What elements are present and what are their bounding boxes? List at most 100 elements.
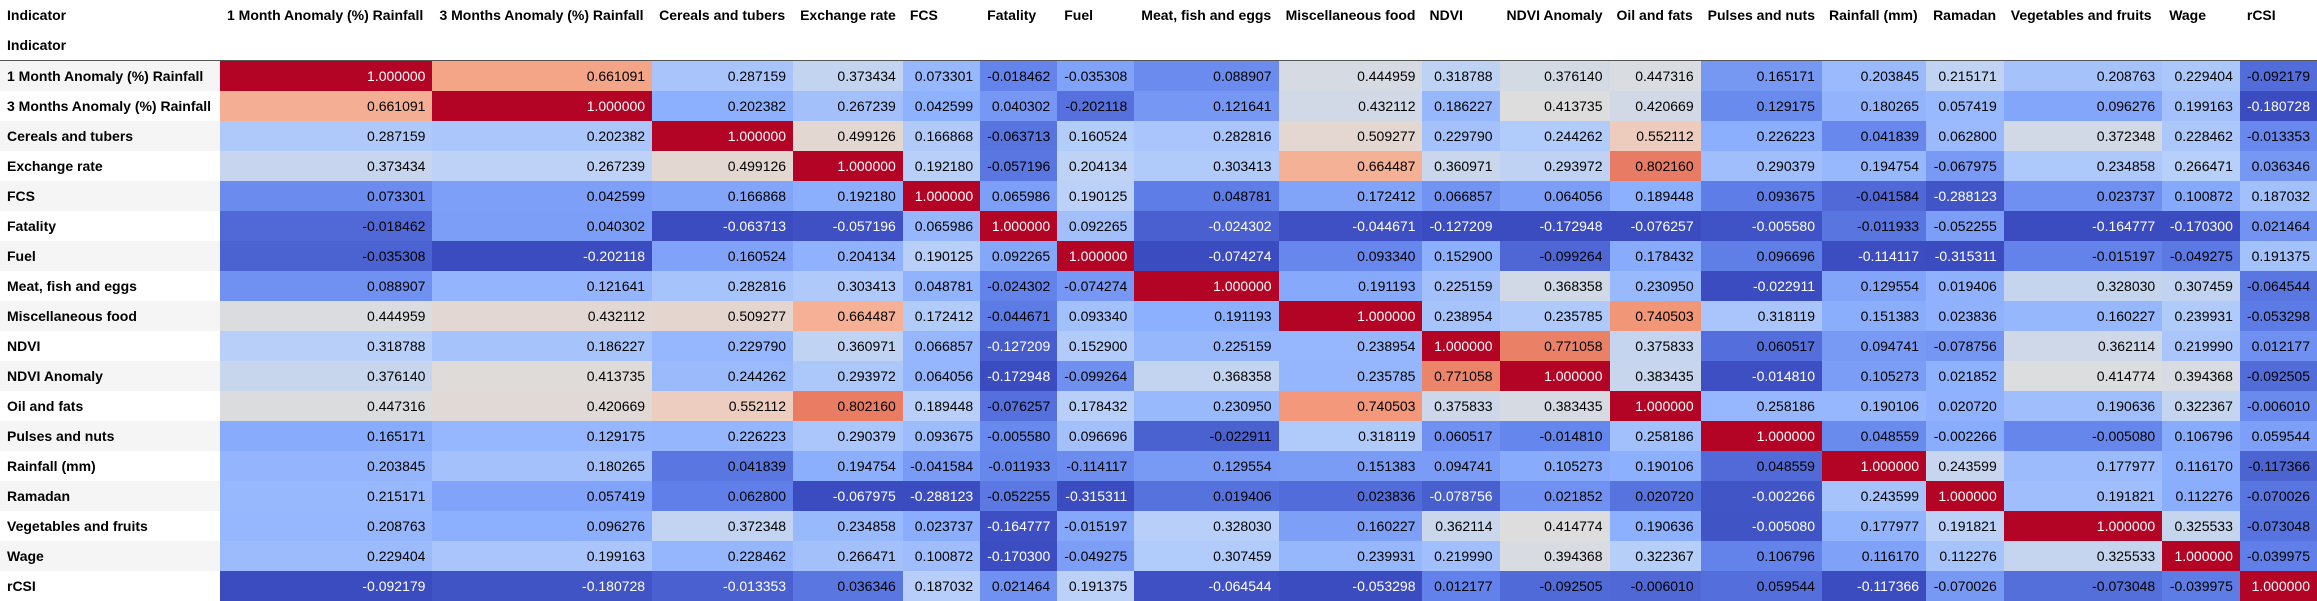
table-cell: 0.064056 xyxy=(1500,181,1610,211)
table-cell: 0.239931 xyxy=(2162,301,2240,331)
table-cell: 0.187032 xyxy=(903,571,980,601)
table-cell: 0.267239 xyxy=(793,91,903,121)
table-cell: 0.172412 xyxy=(1279,181,1423,211)
column-header: Fuel xyxy=(1057,0,1134,30)
table-cell: 0.432112 xyxy=(432,301,652,331)
table-cell: -0.035308 xyxy=(1057,61,1134,92)
table-cell: 0.042599 xyxy=(903,91,980,121)
table-cell: 0.362114 xyxy=(1422,511,1499,541)
column-header: Rainfall (mm) xyxy=(1822,0,1926,30)
column-header: NDVI xyxy=(1422,0,1499,30)
table-cell: 0.021464 xyxy=(980,571,1057,601)
table-cell: 0.376140 xyxy=(220,361,432,391)
table-cell: 0.093675 xyxy=(1701,181,1822,211)
table-cell: 0.413735 xyxy=(1500,91,1610,121)
table-cell: 0.048781 xyxy=(1134,181,1278,211)
table-cell: -0.005080 xyxy=(2004,421,2162,451)
table-cell: 0.023836 xyxy=(1279,481,1423,511)
table-cell: 0.036346 xyxy=(793,571,903,601)
table-cell: 0.215171 xyxy=(1926,61,2004,92)
table-cell: -0.053298 xyxy=(1279,571,1423,601)
table-cell: 0.328030 xyxy=(1134,511,1278,541)
row-label: Ramadan xyxy=(0,481,220,511)
table-cell: 0.318119 xyxy=(1279,421,1423,451)
table-cell: 0.376140 xyxy=(1500,61,1610,92)
table-cell: 0.229790 xyxy=(652,331,793,361)
column-header: Fatality xyxy=(980,0,1057,30)
table-cell: -0.067975 xyxy=(793,481,903,511)
table-cell: -0.064544 xyxy=(1134,571,1278,601)
table-cell: 0.190125 xyxy=(1057,181,1134,211)
row-label: Cereals and tubers xyxy=(0,121,220,151)
table-cell: 0.191821 xyxy=(2004,481,2162,511)
index-name-label: Indicator xyxy=(0,30,220,61)
table-cell: 0.036346 xyxy=(2240,151,2317,181)
table-cell: 0.219990 xyxy=(2162,331,2240,361)
table-cell: 0.023836 xyxy=(1926,301,2004,331)
table-cell: 0.073301 xyxy=(903,61,980,92)
table-cell: 0.189448 xyxy=(1610,181,1701,211)
table-cell: 0.290379 xyxy=(1701,151,1822,181)
table-cell: -0.099264 xyxy=(1500,241,1610,271)
table-cell: 0.432112 xyxy=(1279,91,1423,121)
table-cell: 0.664487 xyxy=(793,301,903,331)
table-cell: -0.063713 xyxy=(652,211,793,241)
table-cell: -0.005580 xyxy=(1701,211,1822,241)
table-cell: 0.661091 xyxy=(432,61,652,92)
table-cell: 0.229404 xyxy=(2162,61,2240,92)
table-cell: 0.509277 xyxy=(652,301,793,331)
row-label: Fatality xyxy=(0,211,220,241)
table-cell: -0.127209 xyxy=(980,331,1057,361)
table-cell: 0.096276 xyxy=(432,511,652,541)
table-cell: 0.180265 xyxy=(1822,91,1926,121)
table-cell: 0.160524 xyxy=(652,241,793,271)
table-cell: 0.178432 xyxy=(1610,241,1701,271)
table-cell: 0.202382 xyxy=(432,121,652,151)
table-cell: 0.112276 xyxy=(2162,481,2240,511)
table-cell: 0.238954 xyxy=(1422,301,1499,331)
table-cell: 0.187032 xyxy=(2240,181,2317,211)
table-cell: 1.000000 xyxy=(1422,331,1499,361)
table-cell: 0.303413 xyxy=(793,271,903,301)
table-cell: 0.116170 xyxy=(1822,541,1926,571)
table-cell: 0.096696 xyxy=(1701,241,1822,271)
table-cell: 0.230950 xyxy=(1134,391,1278,421)
table-cell: -0.092179 xyxy=(2240,61,2317,92)
table-cell: 0.023737 xyxy=(903,511,980,541)
table-cell: -0.018462 xyxy=(980,61,1057,92)
table-cell: 0.100872 xyxy=(903,541,980,571)
table-cell: 0.064056 xyxy=(903,361,980,391)
table-cell: 0.194754 xyxy=(1822,151,1926,181)
index-name-header: Indicator xyxy=(0,0,220,30)
table-cell: -0.005580 xyxy=(980,421,1057,451)
table-cell: -0.064544 xyxy=(2240,271,2317,301)
row-label: Fuel xyxy=(0,241,220,271)
table-cell: -0.074274 xyxy=(1134,241,1278,271)
table-cell: 1.000000 xyxy=(432,91,652,121)
table-cell: -0.114117 xyxy=(1057,451,1134,481)
table-cell: 0.202382 xyxy=(652,91,793,121)
column-header: NDVI Anomaly xyxy=(1500,0,1610,30)
table-cell: 0.373434 xyxy=(793,61,903,92)
table-cell: 1.000000 xyxy=(652,121,793,151)
table-cell: 0.771058 xyxy=(1422,361,1499,391)
table-cell: 0.152900 xyxy=(1057,331,1134,361)
table-cell: 0.444959 xyxy=(1279,61,1423,92)
table-cell: 0.160227 xyxy=(2004,301,2162,331)
table-cell: 0.375833 xyxy=(1422,391,1499,421)
table-cell: 0.325533 xyxy=(2004,541,2162,571)
table-cell: 0.372348 xyxy=(652,511,793,541)
table-cell: 0.219990 xyxy=(1422,541,1499,571)
table-cell: 0.258186 xyxy=(1701,391,1822,421)
table-cell: 1.000000 xyxy=(2162,541,2240,571)
table-cell: 0.414774 xyxy=(1500,511,1610,541)
table-cell: 0.394368 xyxy=(1500,541,1610,571)
table-cell: 0.226223 xyxy=(652,421,793,451)
table-cell: -0.070026 xyxy=(1926,571,2004,601)
table-cell: 0.166868 xyxy=(652,181,793,211)
table-cell: -0.052255 xyxy=(980,481,1057,511)
